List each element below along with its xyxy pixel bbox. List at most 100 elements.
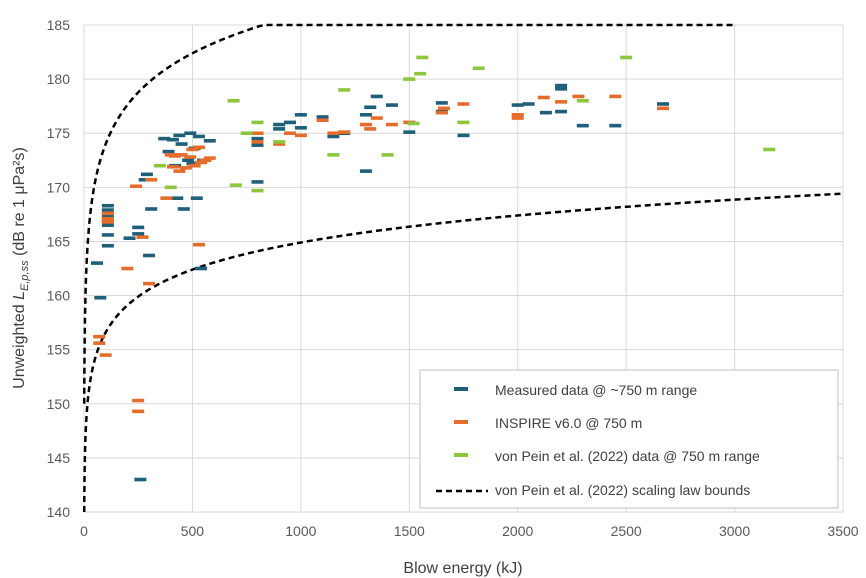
inspire-marker: [93, 334, 106, 339]
vonpein-marker: [576, 98, 589, 103]
legend-label-vonpein: von Pein et al. (2022) data @ 750 m rang…: [495, 448, 760, 464]
inspire-marker: [199, 158, 212, 163]
measured-marker: [522, 102, 535, 106]
inspire-marker: [364, 127, 377, 131]
y-tick-label: 155: [47, 342, 71, 358]
y-axis-title: Unweighted LE,p,ss (dB re 1 μPa²s): [11, 147, 31, 389]
measured-marker: [364, 105, 377, 110]
gridlines: [83, 24, 844, 513]
inspire-marker: [572, 94, 585, 99]
measured-marker: [294, 126, 307, 130]
measured-marker: [195, 266, 208, 271]
inspire-marker: [101, 211, 114, 216]
x-tick-label: 2500: [611, 523, 642, 539]
measured-marker: [284, 120, 297, 125]
legend-box: [419, 369, 839, 509]
measured-marker: [294, 113, 307, 117]
vonpein-marker: [407, 121, 420, 126]
y-tick-label: 140: [47, 504, 71, 520]
measured-marker: [132, 225, 145, 230]
inspire-marker: [132, 409, 145, 414]
inspire-marker: [99, 353, 112, 357]
inspire-marker: [173, 169, 186, 173]
vonpein-marker: [251, 188, 264, 193]
inspire-marker: [251, 140, 264, 144]
inspire-marker: [203, 156, 216, 160]
measured-marker: [555, 83, 568, 88]
scaling-law-curves: [82, 23, 844, 512]
inspire-marker: [192, 242, 205, 247]
measured-marker: [576, 123, 589, 128]
measured-marker: [101, 233, 114, 237]
upper-bound-curve: [82, 23, 735, 404]
inspire-marker: [609, 94, 622, 99]
vonpein-marker: [620, 55, 633, 60]
vonpein-marker: [153, 163, 166, 168]
measured-marker: [251, 180, 264, 184]
vonpein-marker: [338, 88, 351, 92]
legend-label-measured: Measured data @ ~750 m range: [495, 382, 697, 398]
measured-marker: [101, 223, 114, 228]
measured-marker: [162, 149, 175, 154]
inspire-marker: [657, 106, 670, 111]
measured-marker: [182, 158, 195, 163]
inspire-marker: [457, 102, 470, 106]
inspire-marker: [316, 118, 329, 123]
legend-swatch-vonpein: [454, 453, 468, 457]
measured-marker: [359, 113, 372, 117]
measured-marker: [435, 101, 448, 105]
legend-label-inspire: INSPIRE v6.0 @ 750 m: [495, 415, 642, 431]
measured-marker: [101, 203, 114, 208]
y-axis-title-suffix: (dB re 1 μPa²s): [11, 147, 28, 260]
inspire-marker: [143, 281, 156, 286]
measured-marker: [385, 103, 398, 107]
measured-marker: [370, 94, 383, 99]
y-tick-label: 175: [47, 125, 71, 141]
x-tick-label: 3000: [719, 523, 750, 539]
y-tick-label: 170: [47, 179, 71, 195]
measured-marker: [359, 169, 372, 173]
measured-marker: [273, 122, 286, 127]
vonpein-marker: [240, 131, 253, 136]
vonpein-marker: [457, 120, 470, 125]
inspire-marker: [136, 235, 149, 239]
y-tick-label: 180: [47, 71, 71, 87]
measured-marker: [186, 161, 199, 166]
inspire-marker: [166, 164, 179, 169]
y-tick-label: 150: [47, 396, 71, 412]
measured-marker: [327, 134, 340, 139]
measured-marker: [101, 208, 114, 212]
measured-marker: [138, 177, 151, 182]
measured-marker: [251, 143, 264, 147]
inspire-marker: [101, 216, 114, 221]
inspire-marker: [179, 166, 192, 170]
inspire-marker: [284, 131, 297, 136]
measured-marker: [190, 196, 203, 200]
vonpein-marker: [227, 98, 240, 103]
inspire-marker: [511, 113, 524, 117]
measured-marker: [132, 232, 145, 236]
measured-marker: [192, 134, 205, 139]
inspire-marker: [537, 95, 550, 100]
measured-marker: [555, 109, 568, 114]
inspire-marker: [294, 133, 307, 138]
inspire-marker: [130, 184, 143, 189]
y-axis-title-prefix: Unweighted: [11, 300, 28, 389]
legend-swatch-measured: [454, 387, 468, 391]
vonpein-marker: [403, 77, 416, 81]
inspire-marker: [145, 177, 158, 182]
measured-marker: [123, 236, 136, 240]
x-tick-label: 0: [80, 523, 88, 539]
inspire-marker: [359, 122, 372, 127]
inspire-marker: [437, 106, 450, 111]
measured-marker: [403, 130, 416, 134]
y-axis-title-sub: E,p,ss: [19, 260, 31, 291]
vonpein-marker: [229, 183, 242, 187]
measured-marker: [145, 207, 158, 211]
x-tick-label: 3500: [827, 523, 858, 539]
vonpein-marker: [381, 153, 394, 157]
vonpein-marker: [327, 153, 340, 157]
x-tick-label: 1500: [394, 523, 425, 539]
x-tick-label: 1000: [285, 523, 316, 539]
